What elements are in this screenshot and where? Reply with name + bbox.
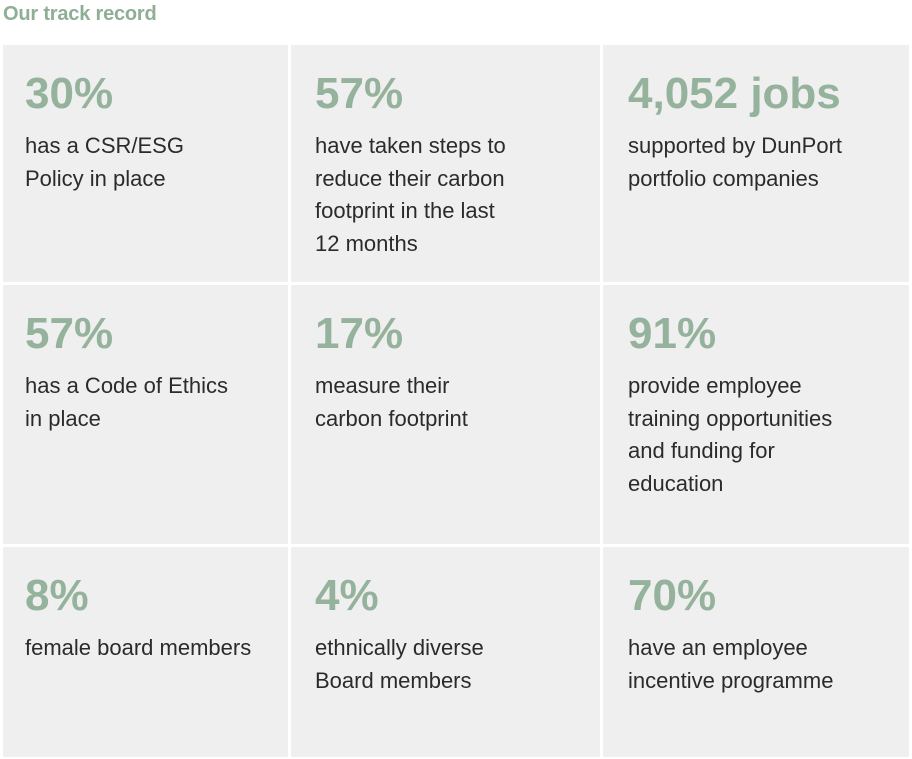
stat-card-carbon-steps: 57% have taken steps to reduce their car… <box>291 45 600 282</box>
stat-label: has a CSR/ESG Policy in place <box>25 130 280 195</box>
stat-card-employee-training: 91% provide employee training opportunit… <box>603 285 909 544</box>
stat-label-line: have taken steps to <box>315 133 506 158</box>
stat-label: ethnically diverse Board members <box>315 632 575 697</box>
stat-value: 8% <box>25 571 89 620</box>
stat-value: 17% <box>315 309 404 358</box>
stat-label-line: have an employee <box>628 635 808 660</box>
stat-value: 30% <box>25 69 114 118</box>
stat-card-diverse-board: 4% ethnically diverse Board members <box>291 547 600 757</box>
stat-label: has a Code of Ethics in place <box>25 370 280 435</box>
stat-label-line: Board members <box>315 667 472 693</box>
stat-label-line: education <box>628 470 724 496</box>
stat-label-line: training opportunities <box>628 405 833 431</box>
stat-label-line: has a CSR/ESG <box>25 133 184 158</box>
stat-card-female-board: 8% female board members <box>3 547 288 757</box>
stat-label-line: supported by DunPort <box>628 133 843 158</box>
stat-label-line: female board members <box>25 635 252 660</box>
section-heading: Our track record <box>3 3 157 25</box>
stat-card-incentive-programme: 70% have an employee incentive programme <box>603 547 909 757</box>
stat-label: have an employee incentive programme <box>628 632 898 697</box>
stats-grid: 30% has a CSR/ESG Policy in place 57% ha… <box>3 45 909 757</box>
stat-label: measure their carbon footprint <box>315 370 575 435</box>
stat-value: 57% <box>25 309 114 358</box>
stat-label-line: provide employee <box>628 373 802 398</box>
stat-value: 4% <box>315 571 379 620</box>
stat-card-code-of-ethics: 57% has a Code of Ethics in place <box>3 285 288 544</box>
stat-label-line: 12 months <box>315 230 418 256</box>
stat-label-line: portfolio companies <box>628 165 819 191</box>
stat-label-line: reduce their carbon <box>315 165 505 191</box>
stat-label-line: incentive programme <box>628 667 834 693</box>
stat-label-line: carbon footprint <box>315 405 468 431</box>
stat-value: 91% <box>628 309 717 358</box>
stat-label: supported by DunPort portfolio companies <box>628 130 898 195</box>
stat-value: 57% <box>315 69 404 118</box>
stat-value: 4,052 jobs <box>628 69 841 118</box>
stat-label-line: measure their <box>315 373 450 398</box>
stat-label-line: ethnically diverse <box>315 635 484 660</box>
stat-label-line: and funding for <box>628 438 775 463</box>
stat-card-csr-policy: 30% has a CSR/ESG Policy in place <box>3 45 288 282</box>
stat-card-carbon-measure: 17% measure their carbon footprint <box>291 285 600 544</box>
stat-label: provide employee training opportunities … <box>628 370 898 500</box>
stat-card-jobs: 4,052 jobs supported by DunPort portfoli… <box>603 45 909 282</box>
stat-label-line: footprint in the last <box>315 198 495 223</box>
stat-label-line: Policy in place <box>25 165 166 191</box>
stat-label-line: in place <box>25 405 101 431</box>
stat-label: female board members <box>25 632 280 665</box>
stat-label: have taken steps to reduce their carbon … <box>315 130 575 260</box>
stat-value: 70% <box>628 571 717 620</box>
stat-label-line: has a Code of Ethics <box>25 373 229 398</box>
